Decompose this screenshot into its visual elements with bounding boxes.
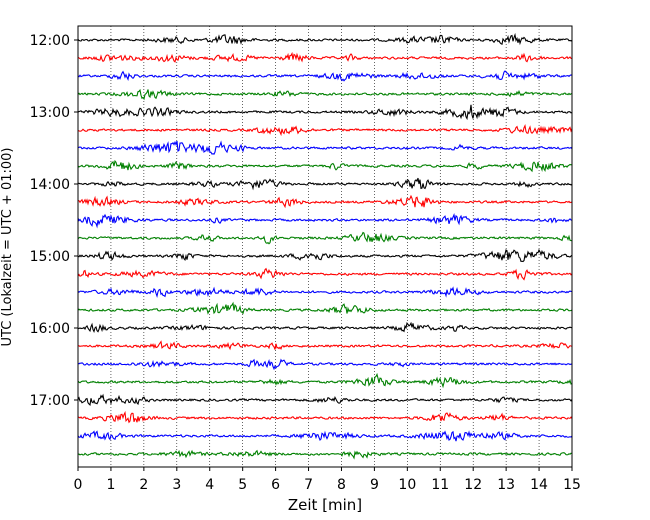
x-tick-label: 6 bbox=[271, 477, 280, 493]
trace-1315 bbox=[77, 124, 573, 137]
x-tick-label: 7 bbox=[304, 477, 313, 493]
trace-1330 bbox=[77, 140, 573, 155]
x-tick-label: 3 bbox=[172, 477, 181, 493]
trace-1700 bbox=[77, 393, 573, 406]
trace-1645 bbox=[77, 372, 573, 389]
trace-1445 bbox=[77, 231, 573, 245]
plot-frame bbox=[77, 25, 573, 468]
y-axis-ticks: 12:00 13:00 14:00 15:00 16:00 17:00 bbox=[30, 33, 78, 409]
x-tick-label: 2 bbox=[139, 477, 148, 493]
x-axis-ticks: 0 1 2 3 4 5 6 7 8 9 10 11 12 13 14 15 bbox=[74, 467, 581, 493]
x-tick-label: 12 bbox=[464, 477, 482, 493]
x-tick-label: 0 bbox=[74, 477, 83, 493]
x-tick-label: 15 bbox=[563, 477, 581, 493]
trace-1415 bbox=[77, 194, 573, 209]
trace-1200 bbox=[77, 32, 573, 46]
y-tick-label: 13:00 bbox=[30, 105, 70, 121]
trace-1400 bbox=[77, 177, 573, 191]
x-tick-label: 14 bbox=[530, 477, 548, 493]
x-axis-label: Zeit [min] bbox=[288, 496, 362, 514]
y-tick-label: 15:00 bbox=[30, 249, 70, 265]
x-tick-label: 8 bbox=[337, 477, 346, 493]
trace-1745 bbox=[77, 449, 573, 460]
y-tick-label: 16:00 bbox=[30, 321, 70, 337]
trace-1345 bbox=[77, 159, 573, 173]
x-tick-label: 1 bbox=[106, 477, 115, 493]
seismic-traces bbox=[77, 32, 573, 460]
y-tick-label: 12:00 bbox=[30, 33, 70, 49]
trace-1600 bbox=[77, 321, 573, 334]
trace-1245 bbox=[77, 88, 573, 101]
x-tick-label: 10 bbox=[398, 477, 416, 493]
trace-1515 bbox=[77, 267, 573, 281]
trace-1215 bbox=[77, 51, 573, 63]
y-tick-label: 14:00 bbox=[30, 177, 70, 193]
x-tick-label: 13 bbox=[497, 477, 515, 493]
x-tick-label: 4 bbox=[205, 477, 214, 493]
trace-1630 bbox=[77, 358, 573, 371]
trace-1230 bbox=[77, 70, 573, 82]
trace-1730 bbox=[77, 430, 573, 442]
trace-1430 bbox=[77, 213, 573, 229]
x-tick-label: 9 bbox=[370, 477, 379, 493]
trace-1615 bbox=[77, 340, 573, 351]
y-axis-label: UTC (Lokalzeit = UTC + 01:00) bbox=[0, 148, 15, 347]
trace-1500 bbox=[77, 248, 573, 263]
trace-1545 bbox=[77, 301, 573, 315]
y-tick-label: 17:00 bbox=[30, 393, 70, 409]
x-tick-label: 11 bbox=[431, 477, 449, 493]
trace-1300 bbox=[77, 104, 573, 121]
trace-1530 bbox=[77, 286, 573, 299]
x-tick-label: 5 bbox=[238, 477, 247, 493]
trace-1715 bbox=[77, 410, 573, 424]
